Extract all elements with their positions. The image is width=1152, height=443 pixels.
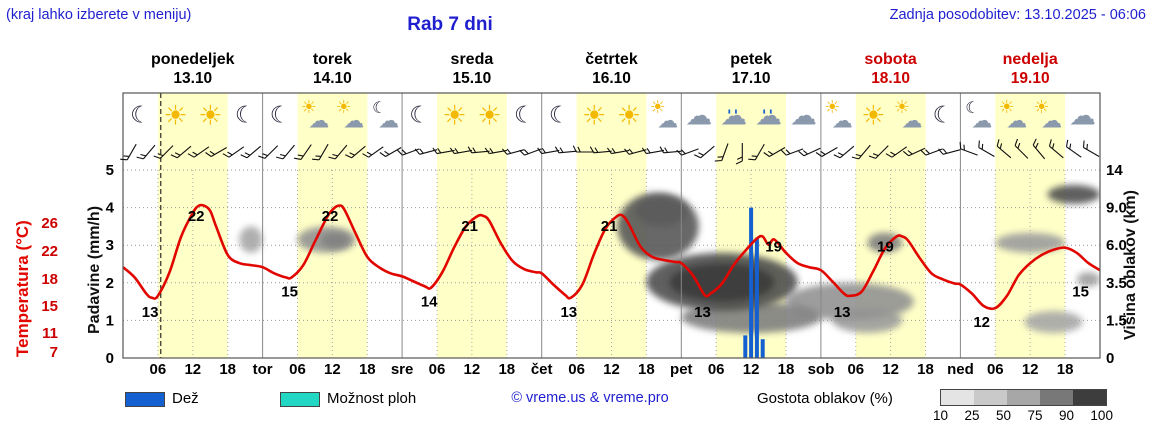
rain-bars <box>743 207 765 358</box>
precip-axis-tick: 2 <box>106 275 114 292</box>
cloud-density-gradient <box>940 389 1107 406</box>
x-hour-tick: 12 <box>743 361 760 378</box>
x-day-boundary-label: sre <box>391 361 414 378</box>
page-title: Rab 7 dni <box>407 14 493 35</box>
temp-value-label: 19 <box>877 239 894 256</box>
x-hour-tick: 12 <box>603 361 620 378</box>
showers-legend-label: Možnost ploh <box>327 390 417 407</box>
cloud-axis-tick: 9.0 <box>1106 200 1127 217</box>
precip-axis-tick: 0 <box>106 350 114 367</box>
cloud-density-label: Gostota oblakov (%) <box>757 390 893 407</box>
x-hour-tick: 12 <box>324 361 341 378</box>
density-tick-label: 10 <box>933 408 949 423</box>
day-name: sreda <box>451 51 494 68</box>
day-name: petek <box>730 51 772 68</box>
temp-value-label: 13 <box>142 304 159 321</box>
temp-value-label: 19 <box>765 239 782 256</box>
day-date: 18.10 <box>871 70 910 87</box>
temp-value-label: 15 <box>1072 283 1089 300</box>
x-hour-tick: 06 <box>568 361 585 378</box>
cloud-axis-tick: 0 <box>1106 350 1114 367</box>
x-hour-tick: 06 <box>150 361 167 378</box>
daylight-band <box>437 93 507 358</box>
x-hour-tick: 06 <box>708 361 725 378</box>
precip-axis-tick: 4 <box>106 200 115 217</box>
x-hour-tick: 18 <box>219 361 236 378</box>
cloud-axis-tick: 3.5 <box>1106 275 1127 292</box>
cloud-axis-tick: 1.5 <box>1106 312 1127 329</box>
day-date: 16.10 <box>592 70 631 87</box>
daylight-band <box>297 93 368 358</box>
temp-axis-tick: 22 <box>41 243 58 260</box>
rain-legend-swatch <box>125 392 165 407</box>
x-hour-tick: 06 <box>289 361 306 378</box>
day-date: 15.10 <box>453 70 492 87</box>
density-tick-label: 90 <box>1058 408 1074 423</box>
x-hour-tick: 18 <box>638 361 655 378</box>
temp-value-label: 14 <box>421 294 438 311</box>
x-day-boundary-label: tor <box>253 361 273 378</box>
day-date: 13.10 <box>173 70 212 87</box>
cloud-density-ticks: 10 25 50 75 90 100 <box>933 408 1113 423</box>
temp-value-label: 13 <box>560 304 577 321</box>
x-hour-tick: 18 <box>778 361 795 378</box>
day-date: 17.10 <box>732 70 771 87</box>
precip-axis-tick: 1 <box>106 312 114 329</box>
day-date: 19.10 <box>1011 70 1050 87</box>
x-hour-tick: 12 <box>1022 361 1039 378</box>
x-day-boundary-label: pet <box>670 361 693 378</box>
temp-value-label: 13 <box>694 304 711 321</box>
day-name: nedelja <box>1003 51 1058 68</box>
day-name: ponedeljek <box>151 51 235 68</box>
x-hour-tick: 18 <box>1057 361 1074 378</box>
menu-hint: (kraj lahko izberete v meniju) <box>6 7 192 23</box>
day-name: torek <box>313 51 352 68</box>
day-date: 14.10 <box>313 70 352 87</box>
temp-value-label: 15 <box>281 283 298 300</box>
density-tick-label: 100 <box>1090 408 1113 423</box>
x-hour-tick: 12 <box>464 361 481 378</box>
x-day-boundary-label: ned <box>947 361 974 378</box>
temperature-curve <box>123 203 1100 311</box>
temp-axis-tick: 11 <box>42 325 58 342</box>
temp-value-label: 21 <box>601 218 618 235</box>
rain-legend-label: Dež <box>172 390 199 407</box>
last-update-timestamp: Zadnja posodobitev: 13.10.2025 - 06:06 <box>889 7 1146 23</box>
precip-axis-tick: 5 <box>106 162 114 179</box>
temp-value-label: 21 <box>461 218 478 235</box>
x-hour-tick: 06 <box>987 361 1004 378</box>
x-hour-tick: 12 <box>184 361 201 378</box>
temp-value-label: 22 <box>188 208 205 225</box>
x-hour-tick: 06 <box>847 361 864 378</box>
precip-axis-tick: 3 <box>106 237 114 254</box>
x-day-boundary-label: čet <box>531 361 553 378</box>
temp-value-label: 22 <box>322 208 339 225</box>
temp-value-label: 13 <box>834 304 851 321</box>
density-tick-label: 50 <box>995 408 1011 423</box>
x-hour-tick: 06 <box>429 361 446 378</box>
showers-legend-swatch <box>280 392 320 407</box>
cloud-axis-tick: 6.0 <box>1106 237 1127 254</box>
x-hour-tick: 12 <box>882 361 899 378</box>
x-hour-tick: 18 <box>359 361 376 378</box>
wind-barbs <box>120 138 1100 165</box>
temp-axis-tick: 26 <box>41 215 58 232</box>
x-hour-tick: 18 <box>917 361 934 378</box>
credit-link[interactable]: © vreme.us & vreme.pro <box>511 390 669 406</box>
temp-axis-tick: 15 <box>41 298 58 315</box>
day-name: četrtek <box>585 51 638 68</box>
density-tick-label: 75 <box>1027 408 1043 423</box>
temp-value-label: 12 <box>973 314 990 331</box>
density-tick-label: 25 <box>964 408 980 423</box>
x-day-boundary-label: sob <box>808 361 835 378</box>
day-name: sobota <box>864 51 917 68</box>
x-hour-tick: 18 <box>498 361 515 378</box>
temp-axis-tick: 18 <box>41 271 58 288</box>
cloud-axis-tick: 14 <box>1106 162 1123 179</box>
temp-axis-tick: 7 <box>50 344 58 361</box>
